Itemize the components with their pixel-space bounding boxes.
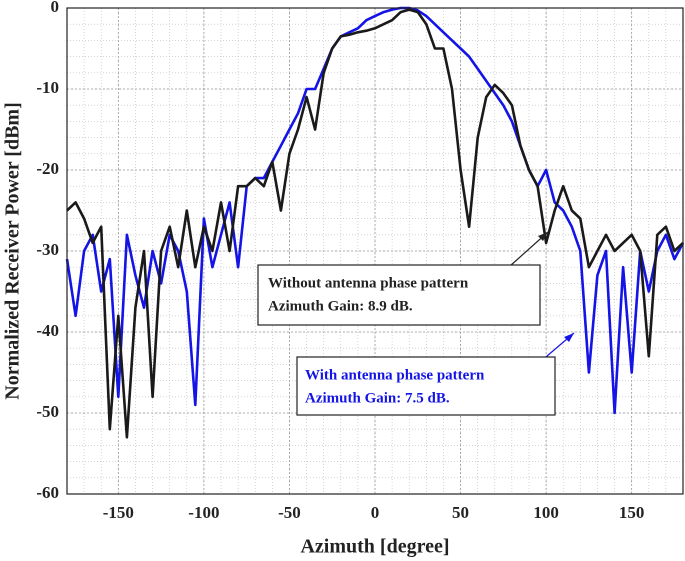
series-line — [66, 8, 684, 439]
arrow-head — [538, 232, 548, 241]
arrow-head — [564, 333, 574, 342]
annotation: Without antenna phase pattern — [268, 275, 469, 291]
x-tick-label: 50 — [452, 503, 469, 522]
plot-frame — [66, 7, 684, 495]
x-tick-label: -150 — [103, 503, 134, 522]
y-tick-label: -60 — [36, 483, 59, 502]
x-axis-label: Azimuth [degree] — [300, 536, 449, 558]
annotation-box — [257, 264, 541, 326]
y-tick-label: -10 — [36, 78, 59, 97]
grid — [66, 7, 684, 495]
series-line — [65, 6, 685, 415]
x-tick-label: -100 — [188, 503, 219, 522]
y-tick-label: -40 — [36, 321, 59, 340]
y-tick-label: -30 — [36, 240, 59, 259]
x-tick-label: -50 — [278, 503, 301, 522]
annotation: Azimuth Gain: 8.9 dB. — [268, 298, 413, 314]
annotation: With antenna phase pattern — [305, 367, 485, 383]
x-tick-label: 100 — [533, 503, 559, 522]
y-axis-label: Normalized Receiver Power [dBm] — [2, 102, 24, 400]
y-tick-label: -20 — [36, 159, 59, 178]
y-tick-label: -50 — [36, 402, 59, 421]
annotation-box — [296, 356, 556, 416]
lines — [65, 6, 685, 439]
x-tick-label: 150 — [619, 503, 645, 522]
y-tick-label: 0 — [51, 0, 60, 16]
annotation: Azimuth Gain: 7.5 dB. — [305, 390, 450, 406]
x-tick-label: 0 — [371, 503, 380, 522]
